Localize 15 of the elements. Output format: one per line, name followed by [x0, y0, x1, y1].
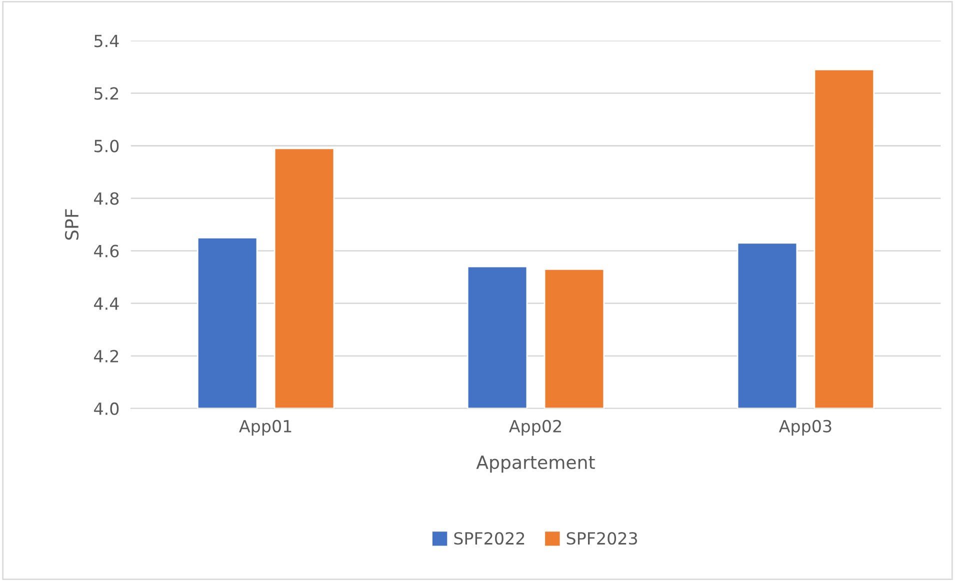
- y-tick-label: 4.2: [94, 350, 118, 362]
- y-tick-label: 4.0: [94, 402, 119, 416]
- y-tick-label: 4.8: [94, 192, 119, 205]
- y-tick-label: 5.4: [94, 34, 119, 48]
- x-tick-label: App01: [239, 420, 292, 436]
- x-tick-label: App03: [778, 420, 832, 436]
- y-tick-label: 5.2: [94, 87, 118, 100]
- legend-label: SPF2023: [566, 532, 638, 545]
- x-tick-label: App02: [509, 420, 561, 436]
- y-tick-label: 4.6: [94, 244, 119, 258]
- y-axis-title: SPF: [64, 209, 79, 240]
- y-tick-label: 4.4: [94, 298, 119, 310]
- y-tick-label: 5.0: [94, 140, 119, 152]
- x-axis-title: Appartement: [476, 456, 595, 473]
- legend-label: SPF2022: [454, 532, 524, 545]
